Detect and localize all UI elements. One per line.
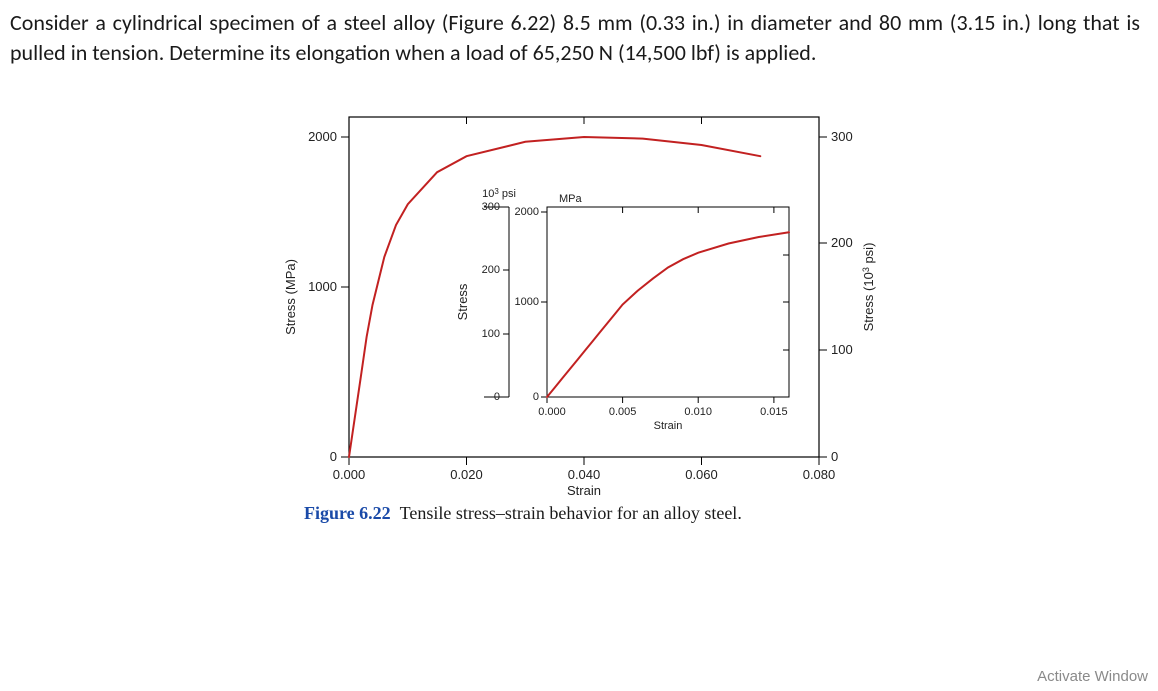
svg-text:0.000: 0.000 [538,406,566,418]
main-chart: 0 1000 2000 Stress (MPa) 0 100 200 300 S… [283,117,876,497]
x-tick-4: 0.080 [803,467,836,482]
svg-text:0: 0 [533,391,539,403]
activate-windows-watermark: Activate Window [1037,668,1148,685]
yl-tick-0: 0 [330,449,337,464]
svg-text:0.010: 0.010 [684,406,712,418]
inset-y-side-label: Stress [455,283,470,320]
x-label: Strain [567,483,601,497]
inset-chart: 0 100 200 300 103 psi Stress MPa 0 1000 … [455,187,789,432]
problem-text: Consider a cylindrical specimen of a ste… [10,8,1140,67]
svg-text:0.005: 0.005 [609,406,637,418]
figure-caption: Figure 6.22 Tensile stress–strain behavi… [304,503,899,524]
yr-tick-1: 100 [831,342,853,357]
y-right-label: Stress (103 psi) [861,243,876,332]
svg-text:0: 0 [494,391,500,403]
x-tick-2: 0.040 [568,467,601,482]
svg-text:103 psi: 103 psi [482,187,516,200]
x-tick-0: 0.000 [333,467,366,482]
yl-tick-1: 1000 [308,279,337,294]
svg-text:300: 300 [482,201,500,213]
figure-caption-text: Tensile stress–strain behavior for an al… [400,503,742,523]
figure-container: 0 1000 2000 Stress (MPa) 0 100 200 300 S… [259,97,899,524]
svg-text:1000: 1000 [515,296,539,308]
inset-x-label: Strain [654,420,683,432]
x-tick-3: 0.060 [685,467,718,482]
svg-text:2000: 2000 [515,206,539,218]
inset-stress-strain-curve [547,233,789,398]
x-tick-1: 0.020 [450,467,483,482]
y-left-label: Stress (MPa) [283,259,298,335]
yr-tick-3: 300 [831,129,853,144]
yl-tick-2: 2000 [308,129,337,144]
svg-text:0.015: 0.015 [760,406,788,418]
stress-strain-chart: 0 1000 2000 Stress (MPa) 0 100 200 300 S… [269,97,889,497]
svg-text:100: 100 [482,328,500,340]
inset-mpa-label: MPa [559,193,583,205]
figure-label: Figure 6.22 [304,503,391,523]
yr-tick-0: 0 [831,449,838,464]
svg-text:200: 200 [482,264,500,276]
yr-tick-2: 200 [831,235,853,250]
